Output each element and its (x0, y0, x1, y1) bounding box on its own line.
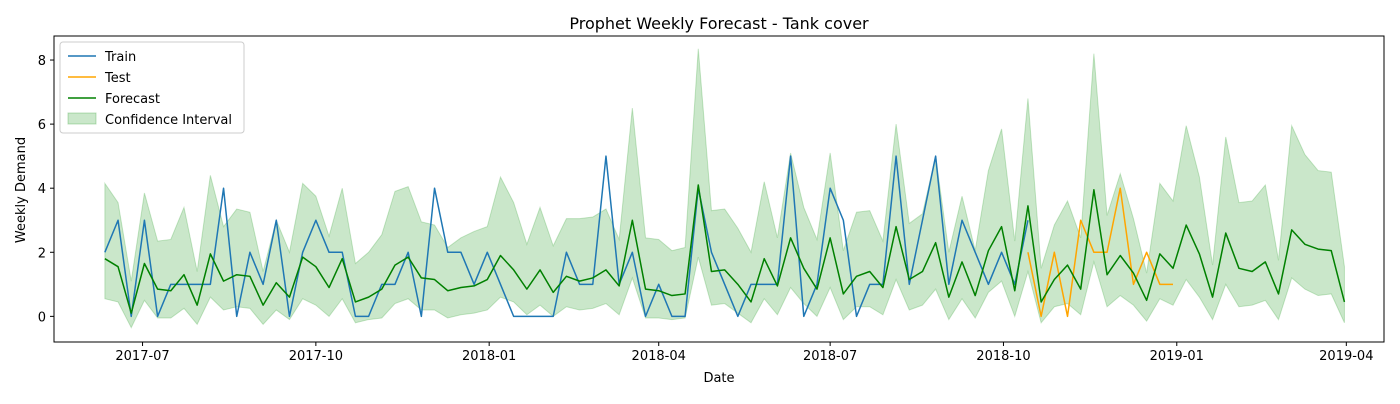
x-tick-label: 2017-07 (115, 349, 169, 364)
x-tick-label: 2019-04 (1319, 349, 1373, 364)
chart-title: Prophet Weekly Forecast - Tank cover (569, 14, 869, 33)
x-tick-label: 2018-10 (976, 349, 1030, 364)
legend-box (59, 41, 245, 134)
y-axis: 0 2 4 6 8 (38, 54, 54, 325)
x-axis: 2017-07 2017-10 2018-01 2018-04 2018-07 2018-… (115, 342, 1373, 364)
x-tick-label: 2018-01 (462, 349, 516, 364)
y-tick-label: 6 (38, 118, 46, 133)
legend-ci-label: Confidence Interval (105, 113, 232, 128)
forecast-line (104, 184, 1346, 314)
legend-forecast-label: Forecast (105, 92, 160, 107)
x-tick-label: 2017-10 (289, 349, 343, 364)
x-tick-label: 2019-01 (1150, 349, 1204, 364)
y-axis-label: Weekly Demand (14, 137, 29, 243)
y-tick-label: 8 (38, 54, 46, 69)
x-tick-label: 2018-04 (632, 349, 686, 364)
legend-ci-swatch (67, 112, 97, 125)
x-tick-label: 2018-07 (803, 349, 857, 364)
legend-test-label: Test (104, 71, 131, 86)
x-axis-label: Date (703, 371, 734, 386)
y-tick-label: 4 (38, 182, 46, 197)
y-tick-label: 2 (38, 246, 46, 261)
y-tick-label: 0 (38, 310, 46, 325)
plot-frame (53, 35, 1385, 343)
train-line (104, 155, 1029, 318)
plot-area (104, 48, 1346, 329)
legend: Train Test Forecast Confidence Interval (59, 41, 245, 134)
legend-train-label: Train (104, 50, 136, 65)
test-line (1027, 187, 1174, 318)
